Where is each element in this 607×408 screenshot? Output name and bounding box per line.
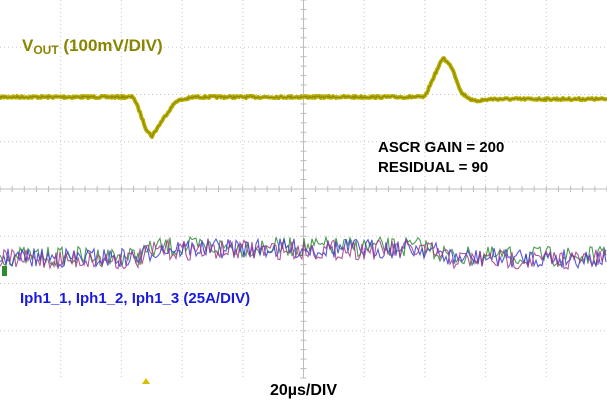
trace-group [0,56,607,384]
vout-scale: (100mV/DIV) [58,36,163,55]
residual-text: RESIDUAL = 90 [378,159,489,176]
trigger-marker-icon [142,378,150,384]
ascr-settings-annotation: ASCR GAIN = 200 RESIDUAL = 90 [378,138,504,178]
graticule-grid [0,0,607,379]
vout-subscript: OUT [33,43,59,57]
vout-trace-core [0,57,607,138]
phase-current-trace-3 [0,238,607,271]
vout-name: V [22,36,34,55]
ascr-gain-text: ASCR GAIN = 200 [378,139,505,156]
timebase-label: 20µs/DIV [269,382,338,399]
current-channel-label: Iph1_1, Iph1_2, Iph1_3 (25A/DIV) [20,290,251,307]
channel-ground-marker-icon [2,266,7,276]
vout-channel-label: VOUT (100mV/DIV) [22,36,163,57]
